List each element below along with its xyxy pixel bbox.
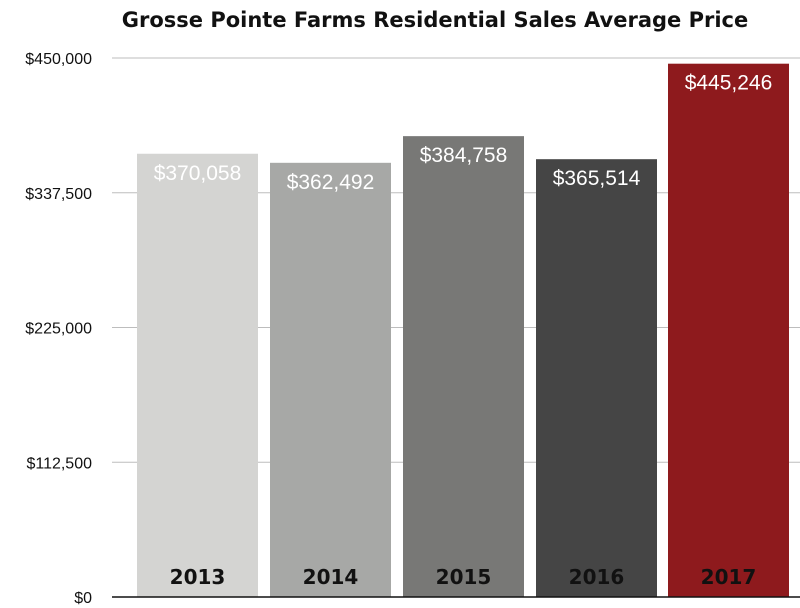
x-category-label: 2015 xyxy=(436,565,492,589)
y-axis-tick-labels: $0 $112,500 $225,000 $337,500 $450,000 xyxy=(25,51,92,607)
x-category-label: 2013 xyxy=(170,565,226,589)
x-category-label: 2016 xyxy=(569,565,625,589)
y-tick-label: $0 xyxy=(74,590,92,607)
bar-value-label: $384,758 xyxy=(420,144,508,167)
bars: $370,058 2013 $362,492 2014 $384,758 2015 $365… xyxy=(137,63,789,598)
bar-value-label: $365,514 xyxy=(553,167,641,190)
y-tick-label: $337,500 xyxy=(25,186,92,203)
chart-title: Grosse Pointe Farms Residential Sales Av… xyxy=(121,8,749,32)
y-tick-label: $450,000 xyxy=(25,51,92,68)
x-category-label: 2017 xyxy=(701,565,757,589)
bar-2016 xyxy=(536,159,657,598)
bar-value-label: $370,058 xyxy=(154,162,242,185)
bar-2014 xyxy=(270,162,391,598)
x-category-label: 2014 xyxy=(303,565,359,589)
bar-2013 xyxy=(137,153,258,597)
bar-value-label: $445,246 xyxy=(685,72,773,95)
bar-2015 xyxy=(403,136,524,597)
bar-value-label: $362,492 xyxy=(287,171,375,194)
bar-2017 xyxy=(668,63,789,598)
y-tick-label: $112,500 xyxy=(26,455,92,472)
y-tick-label: $225,000 xyxy=(25,321,92,338)
